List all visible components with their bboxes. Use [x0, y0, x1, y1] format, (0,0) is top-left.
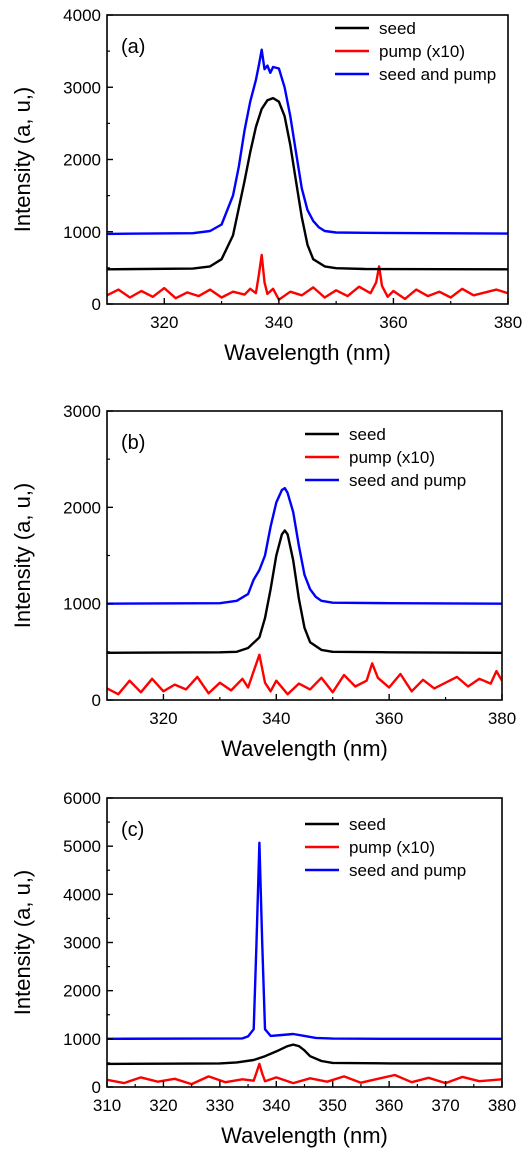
x-tick-label: 360	[375, 1096, 403, 1115]
y-tick-label: 1000	[63, 223, 101, 242]
x-tick-label: 360	[375, 709, 403, 728]
y-tick-label: 1000	[63, 595, 101, 614]
legend-entry: seed and pump	[349, 471, 466, 490]
plot-frame	[106, 797, 503, 1088]
legend-entry: pump (x10)	[379, 42, 465, 61]
y-tick-label: 5000	[63, 837, 101, 856]
series-line-seed	[107, 529, 502, 654]
x-axis-title: Wavelength (nm)	[221, 1123, 388, 1148]
x-tick-label: 320	[149, 1096, 177, 1115]
series-line-seed-and-pump	[107, 48, 508, 236]
y-tick-label: 3000	[63, 934, 101, 953]
panel-label: (c)	[121, 819, 144, 841]
y-tick-label: 6000	[63, 789, 101, 808]
x-tick-label: 320	[149, 709, 177, 728]
panel-label: (a)	[121, 36, 145, 58]
y-tick-label: 1000	[63, 1030, 101, 1049]
series-line-seed-and-pump	[107, 486, 502, 605]
x-tick-label: 350	[319, 1096, 347, 1115]
x-tick-label: 340	[265, 313, 293, 332]
y-axis-title: Intensity (a, u,)	[10, 483, 35, 629]
y-axis-title: Intensity (a, u,)	[10, 870, 35, 1016]
y-tick-label: 0	[92, 1078, 101, 1097]
legend-entry: seed	[379, 19, 416, 38]
y-tick-label: 0	[92, 295, 101, 314]
series-line-seed	[107, 1043, 502, 1066]
y-tick-label: 2000	[63, 498, 101, 517]
legend-entry: seed	[349, 815, 386, 834]
panel-label: (b)	[121, 432, 145, 454]
chart-panel-2: 310 320 330 340 350 360 370 380 0 1000 2000 3000 400…	[10, 789, 516, 1148]
y-tick-label: 0	[92, 691, 101, 710]
x-tick-label: 380	[488, 709, 516, 728]
x-tick-label: 360	[379, 313, 407, 332]
legend-entry: seed and pump	[379, 65, 496, 84]
legend-entry: pump (x10)	[349, 838, 435, 857]
y-tick-label: 4000	[63, 6, 101, 25]
x-tick-label: 310	[93, 1096, 121, 1115]
series-line-pump-x10-	[107, 253, 508, 301]
legend-entry: seed and pump	[349, 861, 466, 880]
series-line-seed	[107, 96, 508, 271]
x-tick-label: 370	[431, 1096, 459, 1115]
series-line-seed-and-pump	[107, 841, 502, 1041]
x-tick-label: 340	[262, 709, 290, 728]
y-tick-label: 2000	[63, 151, 101, 170]
y-axis-title: Intensity (a, u,)	[10, 87, 35, 233]
x-axis-title: Wavelength (nm)	[221, 736, 388, 761]
chart-panel-0: 320 340 360 380 0 1000 2000 3000 4000 Wavelength …	[10, 6, 522, 365]
legend-entry: pump (x10)	[349, 448, 435, 467]
x-tick-label: 380	[488, 1096, 516, 1115]
y-tick-label: 3000	[63, 78, 101, 97]
y-tick-label: 2000	[63, 982, 101, 1001]
x-axis-title: Wavelength (nm)	[224, 340, 391, 365]
chart-panel-1: 320 340 360 380 0 1000 2000 3000 Wavelength (nm)…	[10, 402, 516, 761]
y-tick-label: 4000	[63, 885, 101, 904]
plot-frame	[106, 410, 503, 701]
x-tick-label: 330	[206, 1096, 234, 1115]
x-tick-label: 340	[262, 1096, 290, 1115]
y-tick-label: 3000	[63, 402, 101, 421]
series-line-pump-x10-	[107, 1062, 502, 1086]
x-tick-label: 320	[150, 313, 178, 332]
legend-entry: seed	[349, 425, 386, 444]
series-line-pump-x10-	[107, 653, 502, 696]
x-tick-label: 380	[494, 313, 522, 332]
